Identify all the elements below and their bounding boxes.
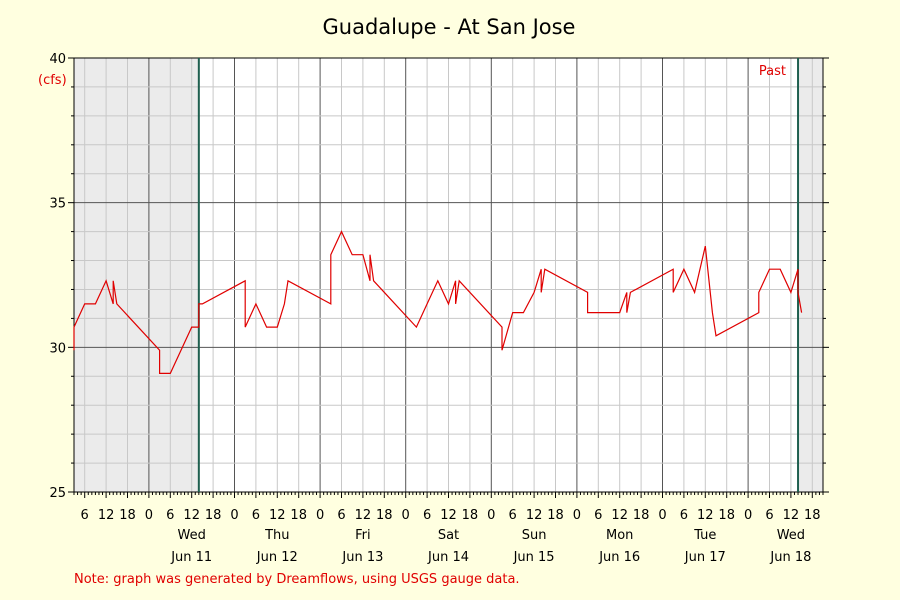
day-weekday-label: Sat: [438, 528, 459, 543]
x-tick-label: 0: [573, 508, 581, 523]
day-date-label: Jun 14: [427, 550, 469, 565]
x-tick-label: 6: [81, 508, 89, 523]
x-tick-label: 0: [316, 508, 324, 523]
x-tick-label: 18: [119, 508, 136, 523]
footnote: Note: graph was generated by Dreamflows,…: [74, 572, 520, 587]
x-tick-label: 6: [594, 508, 602, 523]
x-tick-label: 0: [402, 508, 410, 523]
day-weekday-label: Thu: [264, 528, 289, 543]
x-tick-label: 18: [547, 508, 564, 523]
x-tick-label: 6: [166, 508, 174, 523]
series-line: [73, 230, 803, 374]
x-tick-label: 12: [783, 508, 800, 523]
y-tick-label: 35: [49, 197, 66, 212]
x-tick-label: 0: [230, 508, 238, 523]
x-tick-label: 18: [205, 508, 222, 523]
day-weekday-label: Wed: [777, 528, 805, 543]
day-date-label: Jun 18: [769, 550, 811, 565]
day-weekday-label: Wed: [178, 528, 206, 543]
x-tick-label: 0: [145, 508, 153, 523]
x-tick-label: 12: [183, 508, 200, 523]
day-date-label: Jun 16: [598, 550, 640, 565]
x-tick-label: 6: [765, 508, 773, 523]
x-tick-label: 18: [290, 508, 307, 523]
past-label: Past: [759, 64, 786, 79]
y-axis: 25 30 35 40: [49, 52, 829, 501]
x-tick-label: 0: [487, 508, 495, 523]
x-tick-label: 12: [269, 508, 286, 523]
day-weekday-label: Tue: [693, 528, 716, 543]
chart-title: Guadalupe - At San Jose: [323, 15, 576, 39]
x-tick-label: 12: [98, 508, 115, 523]
day-date-label: Jun 17: [684, 550, 726, 565]
x-tick-label: 6: [423, 508, 431, 523]
x-tick-label: 12: [355, 508, 372, 523]
shade-left: [74, 58, 199, 492]
x-tick-label: 6: [680, 508, 688, 523]
day-date-label: Jun 13: [341, 550, 383, 565]
x-tick-label: 18: [633, 508, 650, 523]
x-tick-label: 6: [337, 508, 345, 523]
day-date-label: Jun 12: [256, 550, 298, 565]
y-tick-label: 30: [49, 341, 66, 356]
day-date-label: Jun 11: [170, 550, 212, 565]
day-date-label: Jun 15: [513, 550, 555, 565]
x-tick-label: 6: [252, 508, 260, 523]
x-tick-label: 6: [509, 508, 517, 523]
grid-lines: [74, 58, 823, 492]
x-tick-label: 18: [376, 508, 393, 523]
x-tick-label: 18: [804, 508, 821, 523]
x-tick-label: 12: [440, 508, 457, 523]
day-weekday-label: Sun: [522, 528, 547, 543]
x-tick-label: 0: [744, 508, 752, 523]
day-weekday-label: Mon: [606, 528, 633, 543]
x-tick-label: 12: [697, 508, 714, 523]
x-tick-label: 12: [526, 508, 543, 523]
x-tick-label: 12: [611, 508, 628, 523]
x-tick-label: 0: [658, 508, 666, 523]
unit-label: (cfs): [38, 73, 67, 88]
x-axis: 6 12 18 0 6 12 18 0 6 12 18 0 6 12 18 0 6 12 18 0 6 12 18 0 6 12 1…: [73, 492, 824, 565]
x-tick-label: 18: [462, 508, 479, 523]
day-weekday-label: Fri: [355, 528, 371, 543]
shade-right: [798, 58, 823, 492]
y-tick-label: 40: [49, 52, 66, 67]
y-tick-label: 25: [49, 486, 66, 501]
x-tick-label: 18: [718, 508, 735, 523]
